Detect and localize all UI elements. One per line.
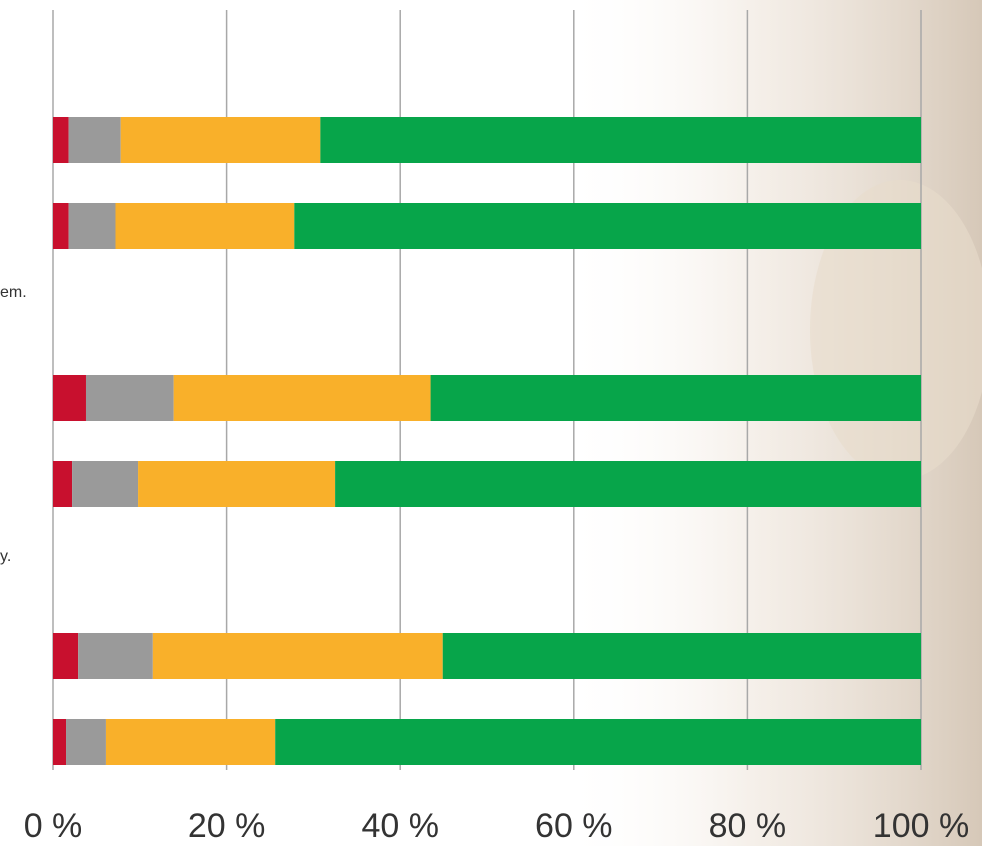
bar-segment [78,633,153,679]
bar-segment [442,633,921,679]
bar-segment [53,117,69,163]
bar-segment [68,117,121,163]
bar-segment [85,375,174,421]
bar-segment [335,461,922,507]
x-tick-label: 0 % [24,807,83,845]
bar-segment [430,375,921,421]
bar-segment [173,375,431,421]
x-tick-label: 40 % [361,807,439,845]
bar-segment [72,461,139,507]
bar-segment [138,461,336,507]
x-tick-label: 60 % [535,807,613,845]
bar-segment [53,375,86,421]
bar-segment [53,203,69,249]
bar-segment [53,719,67,765]
bar-segment [68,203,116,249]
x-tick-label: 100 % [873,807,969,845]
bar-segment [66,719,106,765]
bar-segment [115,203,295,249]
x-tick-label: 20 % [188,807,266,845]
bar-segment [275,719,921,765]
bar-segment [120,117,321,163]
annotation: em. [0,284,27,301]
bar-segment [105,719,276,765]
bar-segment [53,461,73,507]
annotation: y. [0,548,11,565]
x-tick-label: 80 % [709,807,787,845]
bar-segment [152,633,443,679]
bar-segment [53,633,79,679]
bar-segment [320,117,921,163]
bar-segment [294,203,922,249]
